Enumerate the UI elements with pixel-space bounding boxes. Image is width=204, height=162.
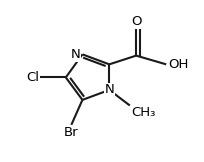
Text: N: N (71, 48, 81, 61)
Text: O: O (131, 15, 141, 28)
Text: OH: OH (168, 58, 188, 71)
Text: Br: Br (64, 126, 79, 139)
Text: Cl: Cl (27, 71, 40, 84)
Text: N: N (104, 83, 114, 96)
Text: CH₃: CH₃ (131, 105, 156, 119)
